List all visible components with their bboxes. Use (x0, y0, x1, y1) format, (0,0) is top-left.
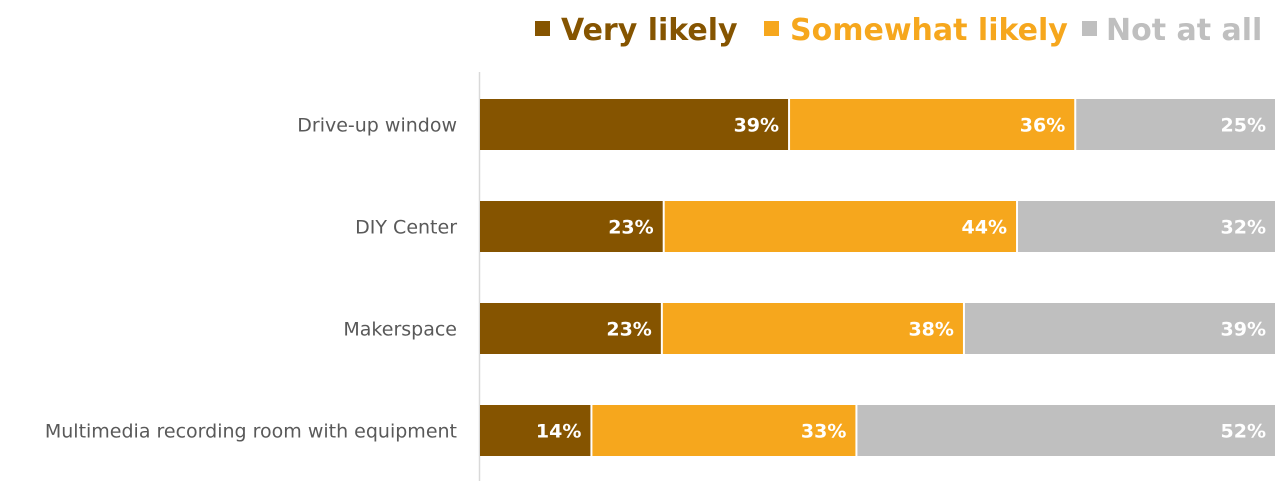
category-label-diy-center: DIY Center (355, 217, 457, 239)
legend-label-not-at-all: Not at all (1106, 13, 1262, 48)
bar-very-likely-diy-center (480, 201, 663, 252)
legend-label-very-likely: Very likely (561, 13, 738, 48)
bar-somewhat-likely-diy-center (664, 201, 1017, 252)
data-label-somewhat-likely-diy-center: 44% (962, 217, 1007, 239)
legend: Very likely Somewhat likely Not at all (535, 13, 1262, 48)
data-label-somewhat-likely-drive-up-window: 36% (1020, 115, 1065, 137)
category-labels: Drive-up window DIY Center Makerspace Multi… (45, 115, 457, 443)
legend-marker-not-at-all (1082, 21, 1097, 36)
data-label-not-at-all-multimedia-recording-room-with-equipment: 52% (1221, 421, 1266, 443)
bar-not-at-all-makerspace (964, 303, 1275, 354)
data-label-not-at-all-drive-up-window: 25% (1221, 115, 1266, 137)
legend-marker-somewhat-likely (764, 21, 779, 36)
bar-not-at-all-multimedia-recording-room-with-equipment (857, 405, 1275, 456)
legend-label-somewhat-likely: Somewhat likely (790, 13, 1068, 48)
bar-very-likely-drive-up-window (480, 99, 789, 150)
data-label-very-likely-diy-center: 23% (608, 217, 653, 239)
data-label-very-likely-makerspace: 23% (606, 319, 651, 341)
data-labels: 39% 36% 25% 23% 44% 32% 23% 38% 39% 14% 33% 52% (536, 115, 1266, 443)
bar-somewhat-likely-makerspace (662, 303, 963, 354)
data-label-very-likely-multimedia-recording-room-with-equipment: 14% (536, 421, 581, 443)
bar-somewhat-likely-drive-up-window (790, 99, 1075, 150)
data-label-not-at-all-makerspace: 39% (1221, 319, 1266, 341)
data-label-somewhat-likely-makerspace: 38% (908, 319, 953, 341)
data-label-somewhat-likely-multimedia-recording-room-with-equipment: 33% (801, 421, 846, 443)
category-label-multimedia-recording-room-with-equipment: Multimedia recording room with equipment (45, 421, 457, 443)
bar-not-at-all-diy-center (1018, 201, 1275, 252)
bar-very-likely-makerspace (480, 303, 661, 354)
bar-somewhat-likely-multimedia-recording-room-with-equipment (592, 405, 856, 456)
bar-not-at-all-drive-up-window (1076, 99, 1275, 150)
category-label-makerspace: Makerspace (343, 319, 457, 341)
bar-very-likely-multimedia-recording-room-with-equipment (480, 405, 591, 456)
category-label-drive-up-window: Drive-up window (297, 115, 457, 137)
data-label-very-likely-drive-up-window: 39% (734, 115, 779, 137)
bars (480, 99, 1275, 456)
data-label-not-at-all-diy-center: 32% (1221, 217, 1266, 239)
legend-marker-very-likely (535, 21, 550, 36)
